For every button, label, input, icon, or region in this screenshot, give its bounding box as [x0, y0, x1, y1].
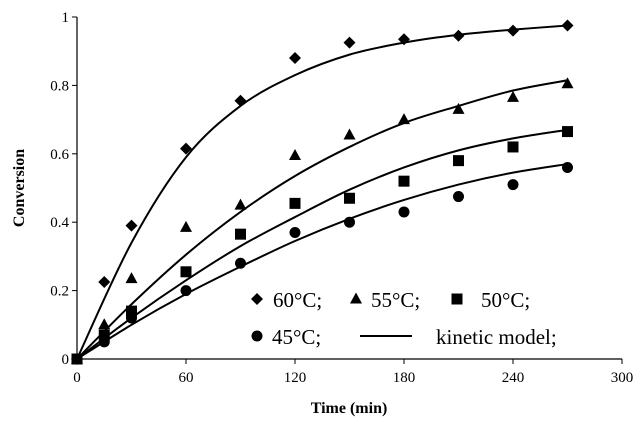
x-axis-title: Time (min) — [311, 400, 388, 417]
legend-label: 45°C; — [272, 325, 321, 349]
y-tick-label: 0.4 — [50, 215, 69, 231]
data-point-circle — [507, 179, 519, 191]
legend: 60°C; 55°C; 50°C; 45°C; kinetic model; — [251, 288, 557, 349]
data-point-diamond — [289, 52, 301, 65]
data-point-triangle — [98, 318, 111, 330]
model-curve — [76, 24, 568, 360]
x-tick-labels: 0 60 120 180 240 300 — [73, 359, 633, 386]
data-point-circle — [398, 206, 410, 218]
y-tick-labels: 0 0.2 0.4 0.6 0.8 1 — [50, 10, 77, 368]
y-axis-title: Conversion — [11, 149, 28, 227]
model-curve — [76, 128, 568, 360]
legend-label: 55°C; — [371, 288, 420, 312]
data-point-circle — [180, 285, 192, 297]
data-point-square — [453, 155, 464, 167]
data-point-triangle — [343, 128, 356, 140]
data-point-diamond — [125, 219, 138, 232]
data-point-square — [98, 329, 110, 341]
legend-marker-circle — [251, 330, 263, 342]
data-point-diamond — [343, 36, 356, 49]
model-curve — [76, 163, 568, 360]
legend-marker-square — [451, 293, 463, 305]
y-tick-label: 0.2 — [50, 284, 69, 300]
data-point-triangle — [452, 102, 465, 114]
data-point-square — [562, 126, 573, 138]
data-point-circle — [98, 336, 110, 348]
data-point-square — [344, 192, 355, 204]
legend-label: 60°C; — [273, 288, 322, 312]
x-tick-label: 120 — [284, 370, 307, 386]
data-point-diamond — [98, 276, 111, 289]
x-tick-label: 180 — [393, 370, 416, 386]
y-tick-label: 0 — [62, 352, 70, 368]
x-tick-label: 60 — [179, 370, 194, 386]
data-point-circle — [235, 257, 246, 269]
data-point-circle — [453, 191, 464, 203]
data-point-triangle — [289, 149, 301, 161]
data-point-diamond — [561, 19, 574, 32]
data-point-triangle — [561, 77, 574, 89]
data-point-diamond — [398, 33, 410, 46]
kinetic-model-curves — [76, 24, 568, 360]
data-point-circle — [126, 312, 137, 324]
y-tick-label: 0.8 — [50, 78, 69, 94]
legend-marker-triangle — [350, 292, 362, 304]
data-point-diamond — [180, 142, 192, 155]
data-point-triangle — [507, 90, 519, 102]
data-point-triangle — [398, 113, 410, 125]
y-tick-label: 0.6 — [50, 147, 69, 163]
data-point-square — [126, 305, 137, 317]
data-point-square — [180, 266, 192, 278]
data-point-circle — [289, 226, 301, 238]
data-point-square — [507, 141, 519, 153]
data-point-diamond — [507, 24, 519, 37]
data-point-diamond — [234, 94, 247, 107]
x-tick-label: 300 — [611, 370, 634, 386]
model-curve — [76, 79, 568, 360]
x-tick-label: 240 — [502, 370, 525, 386]
data-point-triangle — [125, 272, 138, 284]
data-point-circle — [344, 216, 355, 228]
legend-label: 50°C; — [481, 288, 530, 312]
data-point-diamond — [452, 29, 465, 42]
data-point-square — [235, 228, 246, 240]
data-markers — [71, 19, 574, 365]
data-point-triangle — [180, 220, 192, 232]
data-point-circle — [562, 161, 573, 173]
y-tick-label: 1 — [62, 10, 70, 26]
legend-label: kinetic model; — [436, 325, 557, 349]
axes — [76, 17, 622, 360]
data-point-square — [289, 197, 301, 209]
data-point-square — [398, 175, 410, 187]
legend-marker-diamond — [251, 293, 263, 305]
x-tick-label: 0 — [73, 370, 81, 386]
data-point-triangle — [234, 198, 247, 210]
